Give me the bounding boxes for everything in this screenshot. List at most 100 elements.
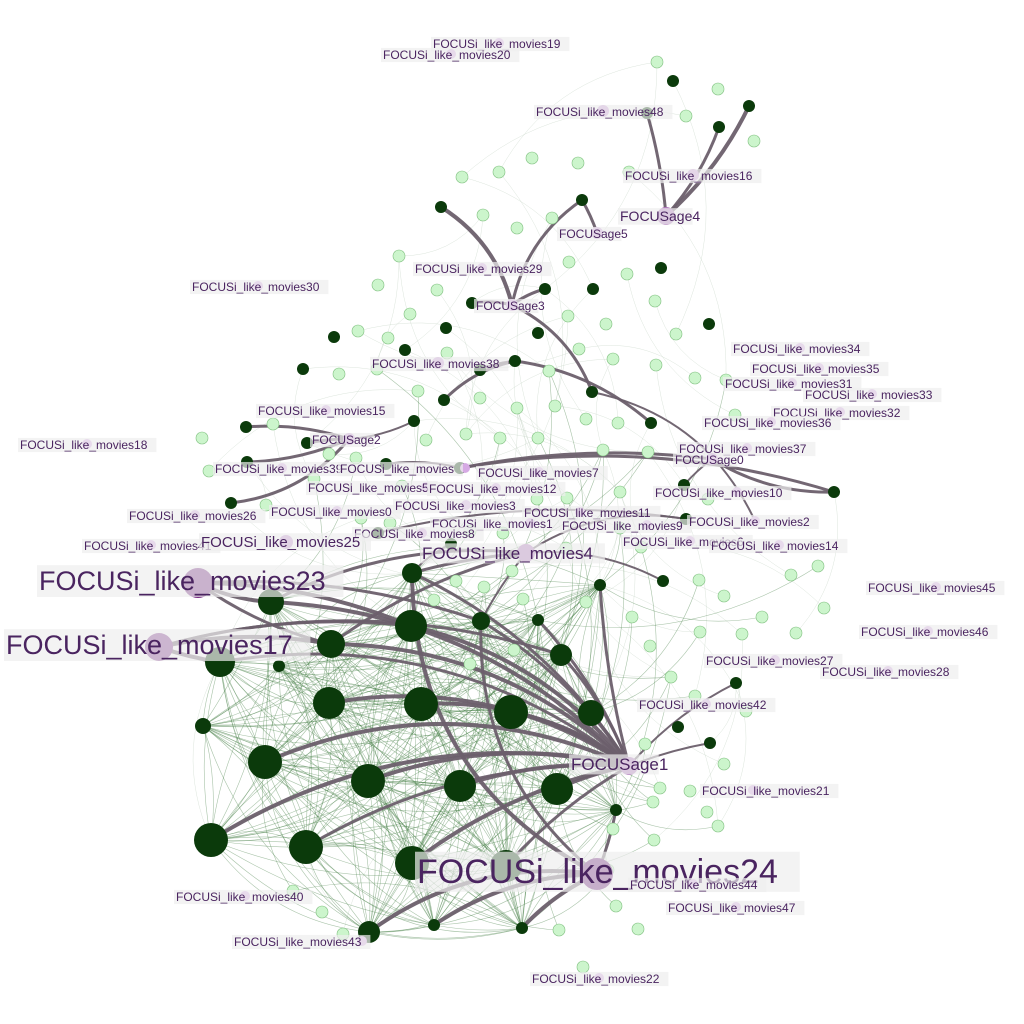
dark-node: [317, 630, 345, 658]
light-node: [455, 170, 469, 184]
cluster-edge: [264, 761, 617, 811]
label-background: [618, 208, 693, 225]
light-node: [609, 899, 623, 913]
node-label-m35: FOCUSi_like_movies35: [752, 362, 880, 376]
node-label-m27: FOCUSi_like_movies27: [706, 654, 834, 668]
cluster-edge: [459, 785, 654, 815]
cluster-edge: [264, 601, 272, 763]
light-node: [266, 417, 280, 431]
light-node: [648, 294, 662, 308]
light-nodes: [195, 55, 831, 974]
label-background: [628, 877, 767, 893]
node-label-a0: FOCUSage0: [675, 453, 744, 467]
cluster-edge: [420, 703, 523, 929]
cluster-edge: [420, 703, 460, 926]
cluster-edge: [219, 661, 523, 929]
light-node: [430, 283, 444, 297]
light-node: [449, 574, 463, 588]
dark-node: [399, 344, 411, 356]
strong-edge: [209, 751, 630, 842]
node-label-m17: FOCUSi_like_movies17: [6, 630, 293, 660]
node-label-m0: FOCUSi_like_movies0: [271, 505, 392, 519]
cluster-edge: [480, 584, 601, 622]
faint-edge: [446, 352, 649, 453]
light-node: [711, 82, 725, 96]
label-background: [476, 465, 608, 481]
node-label-m45: FOCUSi_like_movies45: [868, 581, 996, 595]
cluster-edge: [219, 661, 369, 782]
light-node: [643, 639, 657, 653]
cluster-edge: [330, 643, 507, 867]
faint-edge: [585, 601, 725, 765]
cluster-edge: [202, 725, 435, 926]
node-label-a2: FOCUSage2: [312, 433, 381, 447]
cluster-edge: [505, 619, 539, 867]
cluster-edge: [210, 654, 562, 841]
cluster-edge: [202, 643, 332, 727]
faint-edge: [628, 171, 727, 381]
node-label-m19: FOCUSi_like_movies19: [433, 37, 561, 51]
faint-edge: [342, 785, 461, 935]
label-background: [18, 437, 157, 453]
cluster-edge: [202, 725, 307, 848]
faint-edge: [647, 451, 707, 697]
node-label-m36: FOCUSi_like_movies36: [704, 416, 832, 430]
cluster-edge: [278, 584, 601, 671]
cluster-edge: [305, 584, 601, 848]
node-label-m46: FOCUSi_like_movies46: [861, 625, 989, 639]
node-label-m18: FOCUSi_like_movies18: [20, 438, 148, 452]
cluster-edge: [202, 724, 369, 782]
dark-node: [516, 922, 528, 934]
light-node: [692, 573, 706, 587]
label-background: [427, 481, 566, 497]
label-background: [82, 538, 221, 554]
light-node: [613, 485, 627, 499]
dark-node: [703, 318, 715, 330]
node-label-m38: FOCUSi_like_movies38: [372, 357, 500, 371]
node-label-m21: FOCUSi_like_movies21: [702, 784, 830, 798]
cluster-edge: [328, 702, 383, 933]
label-background: [381, 47, 520, 63]
strong-edge: [330, 642, 631, 768]
dark-node: [550, 644, 572, 666]
label-background: [653, 485, 792, 501]
dark-node: [435, 201, 447, 213]
dark-node: [395, 610, 427, 642]
dark-node: [351, 764, 385, 798]
cluster-edge: [264, 710, 512, 763]
cluster-edge: [459, 584, 601, 787]
node-label-m48: FOCUSi_like_movies48: [536, 105, 664, 119]
cluster-edge: [420, 703, 617, 811]
dark-node: [587, 283, 599, 295]
cluster-edge: [264, 654, 562, 769]
cluster-edge: [328, 572, 413, 704]
label-background: [534, 104, 673, 120]
cluster-edge: [433, 809, 617, 926]
dark-node: [541, 773, 573, 805]
light-node: [531, 431, 545, 445]
node-label-m12: FOCUSi_like_movies12: [429, 482, 557, 496]
node-label-m43: FOCUSi_like_movies43: [234, 935, 362, 949]
cluster-edge: [210, 839, 435, 926]
cluster-edge: [202, 725, 413, 864]
strong-edge: [598, 584, 631, 767]
cluster-edge: [305, 702, 332, 848]
cluster-edge: [219, 661, 461, 787]
cluster-edge: [219, 661, 370, 933]
cluster-edge: [202, 725, 370, 933]
dark-node: [578, 700, 604, 726]
light-node: [683, 784, 697, 798]
cluster-edge: [411, 572, 539, 621]
faint-edge: [544, 288, 619, 424]
light-node: [525, 151, 539, 165]
node-label-m8: FOCUSi_like_movies8: [354, 527, 475, 541]
light-node: [717, 757, 731, 771]
cluster-edge: [264, 620, 482, 763]
cluster-edge: [278, 665, 369, 782]
label-background: [474, 298, 539, 314]
faint-edge: [537, 527, 621, 621]
light-node: [381, 331, 395, 345]
faint-edge: [540, 217, 587, 420]
light-node: [789, 626, 803, 640]
cluster-edge: [599, 584, 763, 622]
